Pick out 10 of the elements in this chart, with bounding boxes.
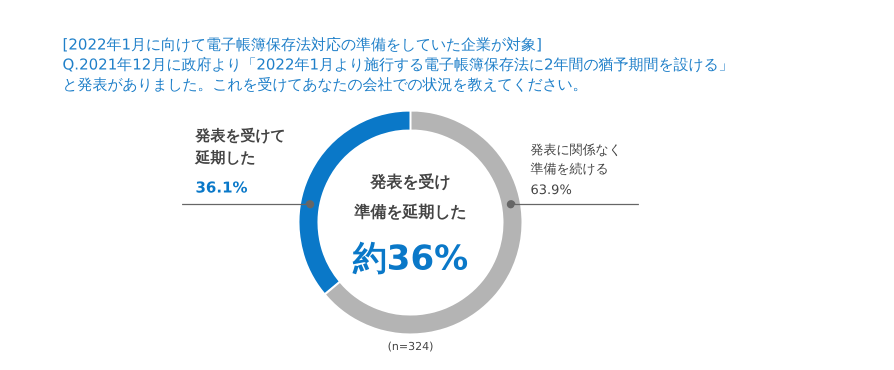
text: 発表を受け <box>370 172 450 191</box>
text: 準備を延期した <box>354 202 466 221</box>
chart-subtitle: Q.2021年12月に政府より「2022年1月より施行する電子帳簿保存法に2年間の猶予期間を設ける」と発表がありました。これを受けてあなたの会社での状況を教えてください。 <box>62 56 734 94</box>
slice-label: 発表に関係なく準備を続ける <box>530 143 622 177</box>
slice-label: 発表を受けて延期した <box>194 126 286 166</box>
data-label: 63.9% <box>530 183 572 198</box>
text: (n=324) <box>388 340 434 353</box>
chart-title: [2022年1月に向けて電子帳簿保存法対応の準備をしていた企業が対象] <box>62 36 542 54</box>
text: 約36% <box>352 238 468 278</box>
data-label: 36.1% <box>196 178 248 196</box>
